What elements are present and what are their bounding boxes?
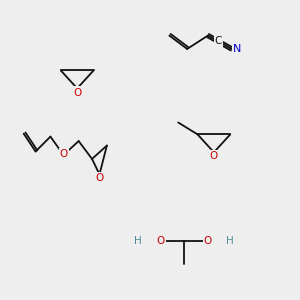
Text: O: O	[73, 88, 81, 98]
Text: O: O	[210, 152, 218, 161]
Text: O: O	[156, 236, 164, 246]
Text: N: N	[233, 44, 241, 54]
Text: O: O	[95, 173, 104, 183]
Text: H: H	[134, 236, 142, 246]
Text: H: H	[226, 236, 234, 246]
Text: O: O	[204, 236, 212, 246]
Text: O: O	[60, 149, 68, 160]
Text: C: C	[215, 36, 222, 46]
